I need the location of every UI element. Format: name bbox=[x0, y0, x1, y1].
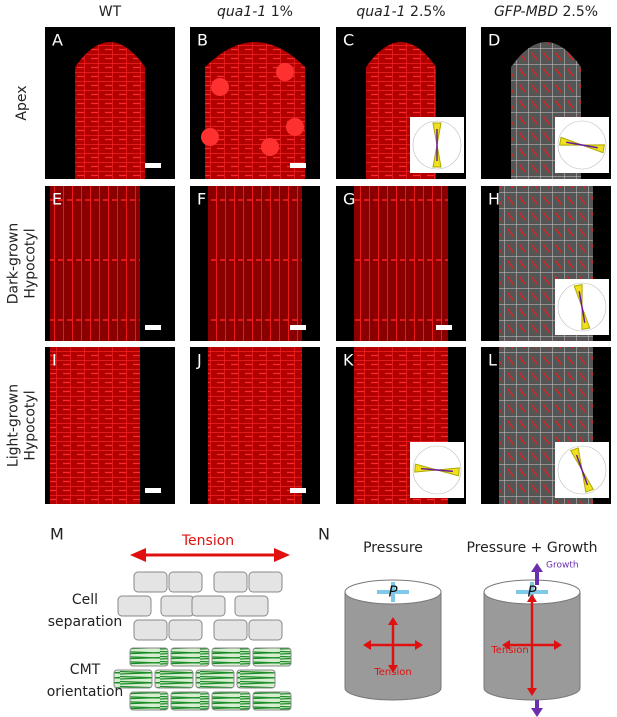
apex-shape bbox=[75, 42, 145, 179]
scale-bar bbox=[290, 163, 306, 168]
panel-letter: A bbox=[52, 31, 63, 50]
cell bbox=[133, 619, 168, 641]
row-text: Cell bbox=[72, 592, 98, 608]
column-header-text: 2.5% bbox=[410, 4, 446, 20]
polar-mean bbox=[420, 467, 454, 473]
scale-bar bbox=[290, 488, 306, 493]
polar-circle bbox=[412, 445, 462, 495]
column-header: WT bbox=[99, 4, 122, 20]
cell-cmt bbox=[170, 647, 210, 667]
cell bbox=[213, 619, 248, 641]
row-label: Hypocotyl bbox=[23, 390, 39, 460]
column-header: GFP-MBD 2.5% bbox=[494, 4, 598, 20]
hypocotyl-shape bbox=[50, 347, 140, 504]
row-text: CMT bbox=[70, 662, 101, 678]
cell bbox=[160, 595, 195, 617]
panel-letter: L bbox=[488, 351, 497, 370]
row-label: Light-grown bbox=[6, 384, 22, 467]
pressure-symbol: P bbox=[388, 583, 398, 601]
panel-letter: K bbox=[343, 351, 354, 370]
cell-cmt bbox=[129, 647, 169, 667]
tension-cross bbox=[508, 600, 556, 690]
panel-letter: C bbox=[343, 31, 354, 50]
cell-cmt bbox=[195, 669, 235, 689]
tension-small: Tension bbox=[373, 667, 411, 678]
column-header: qua1-1 2.5% bbox=[356, 4, 445, 20]
hypocotyl-shape bbox=[354, 186, 448, 341]
column-header: qua1-1 1% bbox=[217, 4, 293, 20]
panel-letter: F bbox=[197, 190, 206, 209]
panel-letter: E bbox=[52, 190, 62, 209]
column-title: Pressure bbox=[363, 540, 423, 556]
column-header-text: 1% bbox=[271, 4, 293, 20]
tissue-blob bbox=[201, 128, 219, 146]
pressure-symbol: P bbox=[527, 583, 537, 601]
tissue-blob bbox=[261, 138, 279, 156]
cell bbox=[234, 595, 269, 617]
polar-circle bbox=[557, 282, 607, 332]
tension-small: Tension bbox=[490, 645, 528, 656]
cell bbox=[248, 619, 283, 641]
cell-cmt bbox=[211, 647, 251, 667]
column-header-gene: GFP-MBD bbox=[494, 4, 558, 20]
apex-shape bbox=[205, 42, 305, 179]
cell bbox=[168, 619, 203, 641]
panel-letter: D bbox=[488, 31, 500, 50]
panel-letter: M bbox=[50, 525, 64, 544]
hypocotyl-shape bbox=[50, 186, 140, 341]
panel-letter: N bbox=[318, 525, 330, 544]
scale-bar bbox=[290, 325, 306, 330]
scale-bar bbox=[145, 163, 161, 168]
row-label: Hypocotyl bbox=[23, 228, 39, 298]
arrowhead bbox=[130, 548, 290, 562]
pressure-arrows bbox=[377, 582, 409, 602]
tissue-blob bbox=[211, 78, 229, 96]
row-text: separation bbox=[48, 614, 123, 630]
cell-cmt bbox=[252, 647, 292, 667]
panel-letter: I bbox=[52, 351, 57, 370]
cell bbox=[117, 595, 152, 617]
hypocotyl-shape bbox=[208, 186, 302, 341]
tissue-blob bbox=[276, 63, 294, 81]
panel-letter: H bbox=[488, 190, 500, 209]
cell-cmt bbox=[252, 691, 292, 711]
polar-circle bbox=[412, 120, 462, 170]
row-label: Dark-grown bbox=[6, 223, 22, 305]
cell bbox=[213, 571, 248, 593]
cell-cmt bbox=[170, 691, 210, 711]
panel-letter: G bbox=[343, 190, 355, 209]
panel-letter: B bbox=[197, 31, 208, 50]
cell-cmt bbox=[236, 669, 276, 689]
cell bbox=[248, 571, 283, 593]
cell bbox=[168, 571, 203, 593]
scale-bar bbox=[145, 488, 161, 493]
scale-bar bbox=[145, 325, 161, 330]
hypocotyl-shape bbox=[208, 347, 302, 504]
column-header-text: 2.5% bbox=[562, 4, 598, 20]
row-text: orientation bbox=[47, 684, 124, 700]
row-label: Apex bbox=[14, 85, 30, 120]
tissue-blob bbox=[286, 118, 304, 136]
polar-mean bbox=[575, 454, 589, 486]
tension-cross bbox=[369, 623, 417, 667]
polar-mean bbox=[578, 291, 586, 323]
polar-mean bbox=[566, 141, 598, 149]
cell-cmt bbox=[129, 691, 169, 711]
cell bbox=[133, 571, 168, 593]
cell-cmt bbox=[113, 669, 153, 689]
column-header-gene: qua1-1 bbox=[356, 4, 405, 20]
column-header-gene: qua1-1 bbox=[217, 4, 266, 20]
column-header-text: WT bbox=[99, 4, 122, 20]
polar-circle bbox=[557, 445, 607, 495]
polar-circle bbox=[557, 120, 607, 170]
panel-letter: J bbox=[196, 351, 202, 370]
tension-label: Tension bbox=[181, 533, 234, 549]
scale-bar bbox=[436, 325, 452, 330]
growth-label: Growth bbox=[546, 561, 579, 571]
column-title: Pressure + Growth bbox=[466, 540, 597, 556]
cell-cmt bbox=[154, 669, 194, 689]
cell bbox=[191, 595, 226, 617]
cell-cmt bbox=[211, 691, 251, 711]
